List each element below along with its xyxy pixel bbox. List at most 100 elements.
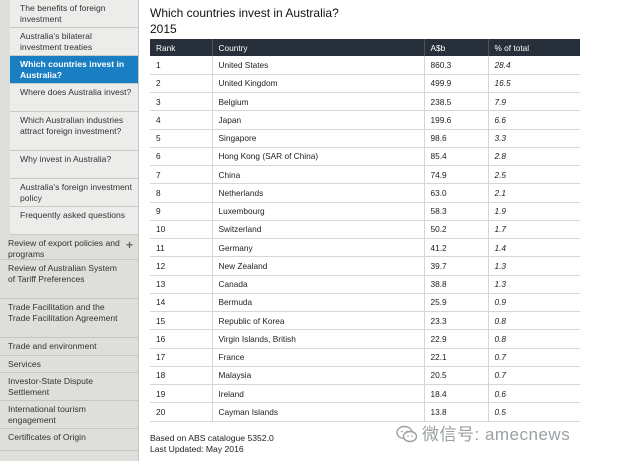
rank-cell: 11 <box>150 238 212 258</box>
country-cell: Republic of Korea <box>211 311 424 331</box>
percent-cell: 0.8 <box>487 329 580 349</box>
country-cell: United Kingdom <box>211 74 424 94</box>
watermark-text: 微信号: amecnews <box>422 425 571 444</box>
table-row: 8 Netherlands 63.0 2.1 <box>150 183 580 203</box>
amount-cell: 860.3 <box>423 56 488 75</box>
table-row: 17 France 22.1 0.7 <box>150 348 580 367</box>
page-title: Which countries invest in Australia? <box>150 6 339 20</box>
sidebar-item-label: Why invest in Australia? <box>20 154 112 164</box>
table-body: 1 United States 860.3 28.4 2 United Kingdom 49… <box>150 56 580 422</box>
percent-cell: 1.7 <box>487 220 580 240</box>
rank-cell: 18 <box>150 366 212 386</box>
sidebar-item-which-countries-invest[interactable]: Which countries invest in Australia? <box>10 56 138 84</box>
table-row: 3 Belgium 238.5 7.9 <box>150 92 580 112</box>
percent-cell: 7.9 <box>487 92 580 112</box>
rank-cell: 12 <box>150 256 212 276</box>
rank-cell: 2 <box>150 74 212 94</box>
percent-cell: 0.9 <box>487 293 580 313</box>
sidebar-item-label: Review of export policies and programs <box>8 238 120 259</box>
percent-cell: 0.7 <box>487 366 580 386</box>
amount-cell: 199.6 <box>423 110 488 130</box>
country-cell: Netherlands <box>211 183 424 203</box>
column-header-percent: % of total <box>487 39 580 56</box>
sidebar-item-industries-attract-investment[interactable]: Which Australian industries attract fore… <box>10 112 138 151</box>
sidebar-item-international-tourism[interactable]: International tourism engagement <box>0 401 138 429</box>
rank-cell: 4 <box>150 110 212 130</box>
country-cell: Virgin Islands, British <box>211 329 424 349</box>
sidebar-item-investor-state-dispute[interactable]: Investor-State Dispute Settlement <box>0 373 138 401</box>
percent-cell: 0.7 <box>487 348 580 367</box>
rank-cell: 19 <box>150 384 212 404</box>
sidebar-item-label: Which countries invest in Australia? <box>20 59 125 80</box>
sidebar-item-label: The benefits of foreign investment <box>20 3 106 24</box>
column-header-rank: Rank <box>150 39 212 56</box>
amount-cell: 41.2 <box>423 238 488 258</box>
sidebar-item-foreign-investment-policy[interactable]: Australia's foreign investment policy <box>10 179 138 207</box>
rank-cell: 9 <box>150 202 212 221</box>
sidebar-item-bilateral-investment-treaties[interactable]: Australia's bilateral investment treatie… <box>10 28 138 56</box>
percent-cell: 28.4 <box>487 56 580 75</box>
sidebar-item-why-invest[interactable]: Why invest in Australia? <box>10 151 138 179</box>
wechat-icon <box>396 425 418 443</box>
table-row: 2 United Kingdom 499.9 16.5 <box>150 74 580 94</box>
percent-cell: 1.3 <box>487 275 580 294</box>
sidebar-item-label: Review of Australian System of Tariff Pr… <box>8 263 117 284</box>
percent-cell: 1.3 <box>487 256 580 276</box>
percent-cell: 16.5 <box>487 74 580 94</box>
rank-cell: 15 <box>150 311 212 331</box>
table-row: 10 Switzerland 50.2 1.7 <box>150 220 580 240</box>
sidebar-item-trade-facilitation[interactable]: Trade Facilitation and the Trade Facilit… <box>0 299 138 338</box>
percent-cell: 2.5 <box>487 165 580 185</box>
source-note: Based on ABS catalogue 5352.0 <box>150 433 274 443</box>
sidebar-item-review-tariff-preferences[interactable]: Review of Australian System of Tariff Pr… <box>0 260 138 299</box>
amount-cell: 22.9 <box>423 329 488 349</box>
table-row: 18 Malaysia 20.5 0.7 <box>150 366 580 386</box>
table-row: 9 Luxembourg 58.3 1.9 <box>150 202 580 221</box>
table-row: 16 Virgin Islands, British 22.9 0.8 <box>150 329 580 349</box>
country-cell: China <box>211 165 424 185</box>
country-cell: Luxembourg <box>211 202 424 221</box>
sidebar-item-trade-environment[interactable]: Trade and environment <box>0 338 138 356</box>
percent-cell: 2.1 <box>487 183 580 203</box>
rank-cell: 3 <box>150 92 212 112</box>
amount-cell: 63.0 <box>423 183 488 203</box>
table-footer: Based on ABS catalogue 5352.0 Last Updat… <box>150 433 274 455</box>
sidebar-item-certificates-origin[interactable]: Certificates of Origin <box>0 429 138 451</box>
sidebar-item-services[interactable]: Services <box>0 356 138 373</box>
rank-cell: 1 <box>150 56 212 75</box>
sidebar-item-label: Australia's bilateral investment treatie… <box>20 31 93 52</box>
country-cell: Japan <box>211 110 424 130</box>
country-cell: Malaysia <box>211 366 424 386</box>
table-row: 5 Singapore 98.6 3.3 <box>150 129 580 148</box>
amount-cell: 22.1 <box>423 348 488 367</box>
country-cell: France <box>211 348 424 367</box>
rank-cell: 17 <box>150 348 212 367</box>
country-cell: Belgium <box>211 92 424 112</box>
table-row: 14 Bermuda 25.9 0.9 <box>150 293 580 313</box>
amount-cell: 23.3 <box>423 311 488 331</box>
sidebar-item-label: Investor-State Dispute Settlement <box>8 376 94 397</box>
sidebar-item-label: Which Australian industries attract fore… <box>20 115 124 136</box>
rank-cell: 20 <box>150 402 212 422</box>
amount-cell: 499.9 <box>423 74 488 94</box>
table-row: 19 Ireland 18.4 0.6 <box>150 384 580 404</box>
rank-cell: 13 <box>150 275 212 294</box>
sidebar-item-label: Certificates of Origin <box>8 432 86 442</box>
sidebar-item-where-australia-invests[interactable]: Where does Australia invest? <box>10 84 138 112</box>
sidebar-item-benefits-foreign-investment[interactable]: The benefits of foreign investment <box>10 0 138 28</box>
table-row: 13 Canada 38.8 1.3 <box>150 275 580 294</box>
expand-plus-icon[interactable]: + <box>125 238 133 252</box>
sidebar-item-faq[interactable]: Frequently asked questions <box>10 207 138 235</box>
percent-cell: 0.6 <box>487 384 580 404</box>
rank-cell: 5 <box>150 129 212 148</box>
investment-table: Rank Country A$b % of total 1 United Stat… <box>150 39 580 422</box>
amount-cell: 58.3 <box>423 202 488 221</box>
sidebar-item-label: Frequently asked questions <box>20 210 126 220</box>
sidebar-item-review-export-policies[interactable]: Review of export policies and programs + <box>0 235 138 260</box>
amount-cell: 85.4 <box>423 147 488 167</box>
amount-cell: 18.4 <box>423 384 488 404</box>
sidebar-item-label: Trade and environment <box>8 341 97 351</box>
sidebar-item-label: Australia's foreign investment policy <box>20 182 132 203</box>
table-row: 11 Germany 41.2 1.4 <box>150 238 580 258</box>
country-cell: New Zealand <box>211 256 424 276</box>
